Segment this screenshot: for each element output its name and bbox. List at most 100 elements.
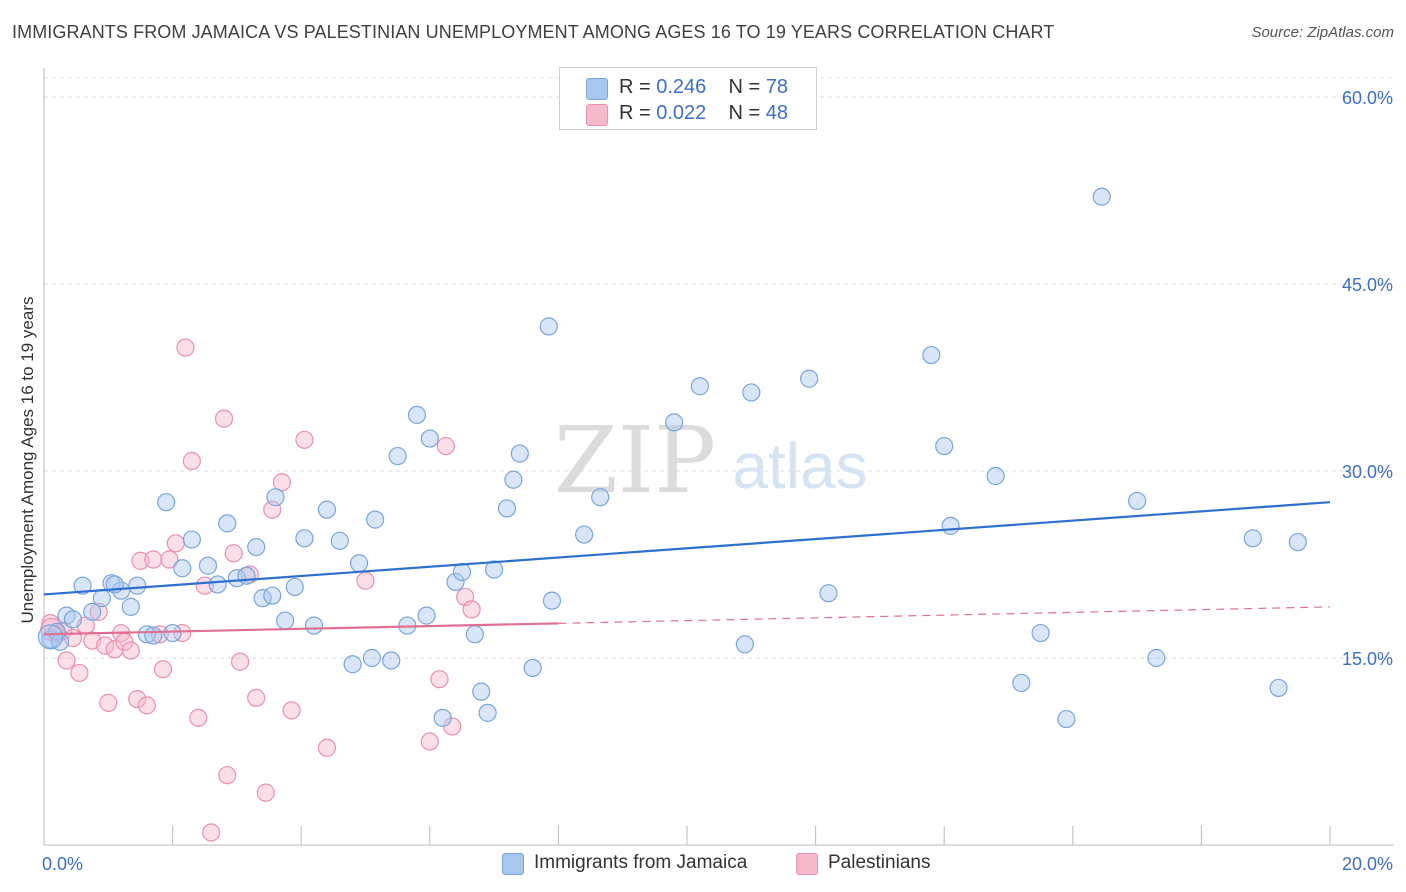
palestinians-point xyxy=(121,641,140,660)
palestinians-trend-line xyxy=(43,622,559,636)
jamaica-point xyxy=(285,577,304,597)
jamaica-point xyxy=(665,413,684,432)
source-label: Source: ZipAtlas.com xyxy=(1251,24,1394,41)
jamaica-trend-line xyxy=(43,501,1331,596)
jamaica-point xyxy=(366,510,385,529)
jamaica-point xyxy=(420,429,439,448)
jamaica-point xyxy=(218,514,237,533)
jamaica-point xyxy=(237,566,256,585)
y-tick-label: 15.0% xyxy=(1342,649,1393,669)
jamaica-point xyxy=(497,499,517,518)
palestinians-point xyxy=(247,688,266,707)
palestinians-point xyxy=(231,652,250,671)
jamaica-point xyxy=(922,345,941,365)
legend-swatch-blue xyxy=(586,78,608,100)
palestinians-point xyxy=(317,738,337,757)
jamaica-point xyxy=(935,436,954,456)
jamaica-point xyxy=(941,516,960,535)
chart-title: IMMIGRANTS FROM JAMAICA VS PALESTINIAN U… xyxy=(12,22,1055,42)
palestinians-point xyxy=(105,640,124,659)
legend-r-label: R = xyxy=(619,102,651,124)
palestinians-point xyxy=(430,670,449,689)
jamaica-point xyxy=(1092,187,1111,206)
watermark-zip: ZIP xyxy=(554,407,716,514)
jamaica-point xyxy=(198,556,218,575)
palestinians-point xyxy=(256,783,275,802)
jamaica-point xyxy=(382,651,401,670)
jamaica-point xyxy=(317,500,337,519)
jamaica-point xyxy=(137,625,156,644)
palestinians-trend-line-extrapolated xyxy=(558,606,1331,624)
jamaica-point xyxy=(485,560,504,579)
jamaica-point-cluster xyxy=(37,624,64,650)
palestinians-point xyxy=(195,576,214,595)
palestinians-point xyxy=(166,534,185,553)
jamaica-point xyxy=(735,635,754,654)
correlation-legend: R = 0.246 N = 78 R = 0.022 N = 48 xyxy=(559,67,817,130)
jamaica-point xyxy=(690,377,709,396)
jamaica-point xyxy=(83,602,102,621)
jamaica-point xyxy=(1031,623,1050,643)
jamaica-point xyxy=(388,446,407,466)
jamaica-point xyxy=(465,625,484,644)
palestinians-point xyxy=(160,550,179,569)
palestinians-point xyxy=(137,696,156,715)
jamaica-point xyxy=(295,529,314,548)
jamaica-point xyxy=(819,584,838,603)
jamaica-point xyxy=(92,589,111,608)
jamaica-point xyxy=(163,623,182,643)
tick-labels: 15.0% 30.0% 45.0% 60.0% 0.0% 20.0% xyxy=(42,88,1393,874)
palestinians-point xyxy=(95,636,115,655)
palestinians-point xyxy=(89,602,108,621)
x-tick-label: 20.0% xyxy=(1342,854,1393,874)
palestinians-point xyxy=(295,430,314,449)
watermark: ZIP atlas xyxy=(554,407,868,514)
legend-swatch-pink xyxy=(796,853,818,875)
palestinians-point xyxy=(128,690,147,709)
jamaica-point xyxy=(575,525,594,544)
jamaica-point xyxy=(73,576,92,595)
legend-n-value: 78 xyxy=(765,76,789,98)
jamaica-point xyxy=(478,703,497,722)
jamaica-point xyxy=(417,606,436,625)
jamaica-point xyxy=(1147,648,1166,668)
legend-r-value: 0.246 xyxy=(656,76,707,98)
jamaica-point xyxy=(63,610,83,629)
jamaica-point xyxy=(208,575,227,594)
jamaica-point xyxy=(144,626,163,645)
jamaica-point xyxy=(182,530,201,549)
legend-label-palestinians: Palestinians xyxy=(828,852,931,873)
palestinians-point xyxy=(150,625,169,644)
palestinians-point xyxy=(462,600,481,619)
jamaica-point xyxy=(742,383,761,402)
palestinians-point xyxy=(70,663,89,683)
y-tick-label: 30.0% xyxy=(1342,462,1393,482)
jamaica-point xyxy=(157,493,176,512)
jamaica-point xyxy=(343,655,362,674)
jamaica-point xyxy=(986,466,1005,486)
jamaica-point xyxy=(1012,673,1031,693)
jamaica-point xyxy=(446,572,465,592)
jamaica-point xyxy=(800,369,819,388)
jamaica-point xyxy=(1127,491,1147,511)
jamaica-point xyxy=(349,554,369,573)
palestinians-point xyxy=(131,551,150,570)
legend-n-value: 48 xyxy=(765,102,789,124)
palestinians-point xyxy=(153,660,173,679)
legend-n-label: N = xyxy=(728,76,761,98)
legend-r-value: 0.022 xyxy=(656,102,707,124)
palestinians-point xyxy=(189,708,208,727)
jamaica-point xyxy=(539,317,558,336)
jamaica-point xyxy=(472,682,491,701)
watermark-atlas: atlas xyxy=(732,430,867,502)
legend-swatch-pink xyxy=(586,104,608,126)
palestinians-point xyxy=(173,623,192,643)
jamaica-point xyxy=(266,488,285,507)
palestinians-point xyxy=(436,436,455,456)
jamaica-point xyxy=(1243,529,1262,548)
jamaica-point xyxy=(173,559,192,578)
series-legend: Immigrants from Jamaica Palestinians xyxy=(0,850,1406,880)
jamaica-point xyxy=(510,444,529,463)
jamaica-point xyxy=(1057,709,1076,729)
